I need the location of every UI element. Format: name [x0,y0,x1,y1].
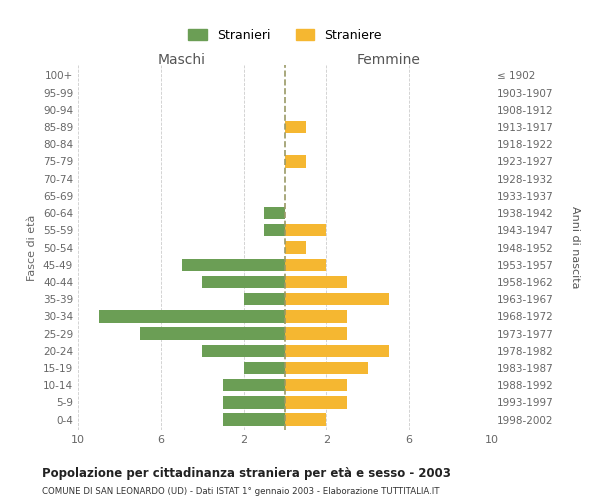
Bar [265,224,285,236]
Bar [285,258,326,271]
Bar [244,293,285,306]
Bar [223,379,285,392]
Bar [223,396,285,408]
Legend: Stranieri, Straniere: Stranieri, Straniere [183,24,387,47]
Bar [99,310,285,322]
Bar [285,379,347,392]
Bar [285,414,326,426]
Bar [285,328,347,340]
Bar [285,396,347,408]
Text: Popolazione per cittadinanza straniera per età e sesso - 2003: Popolazione per cittadinanza straniera p… [42,468,451,480]
Bar [223,414,285,426]
Text: Maschi: Maschi [157,52,205,66]
Bar [265,207,285,220]
Y-axis label: Anni di nascita: Anni di nascita [570,206,580,289]
Text: COMUNE DI SAN LEONARDO (UD) - Dati ISTAT 1° gennaio 2003 - Elaborazione TUTTITAL: COMUNE DI SAN LEONARDO (UD) - Dati ISTAT… [42,488,439,496]
Bar [285,310,347,322]
Bar [202,276,285,288]
Bar [285,121,306,133]
Y-axis label: Fasce di età: Fasce di età [28,214,37,280]
Bar [140,328,285,340]
Bar [285,293,389,306]
Bar [182,258,285,271]
Bar [285,242,306,254]
Bar [285,276,347,288]
Bar [202,344,285,357]
Text: Femmine: Femmine [356,52,421,66]
Bar [285,344,389,357]
Bar [244,362,285,374]
Bar [285,362,368,374]
Bar [285,155,306,168]
Bar [285,224,326,236]
